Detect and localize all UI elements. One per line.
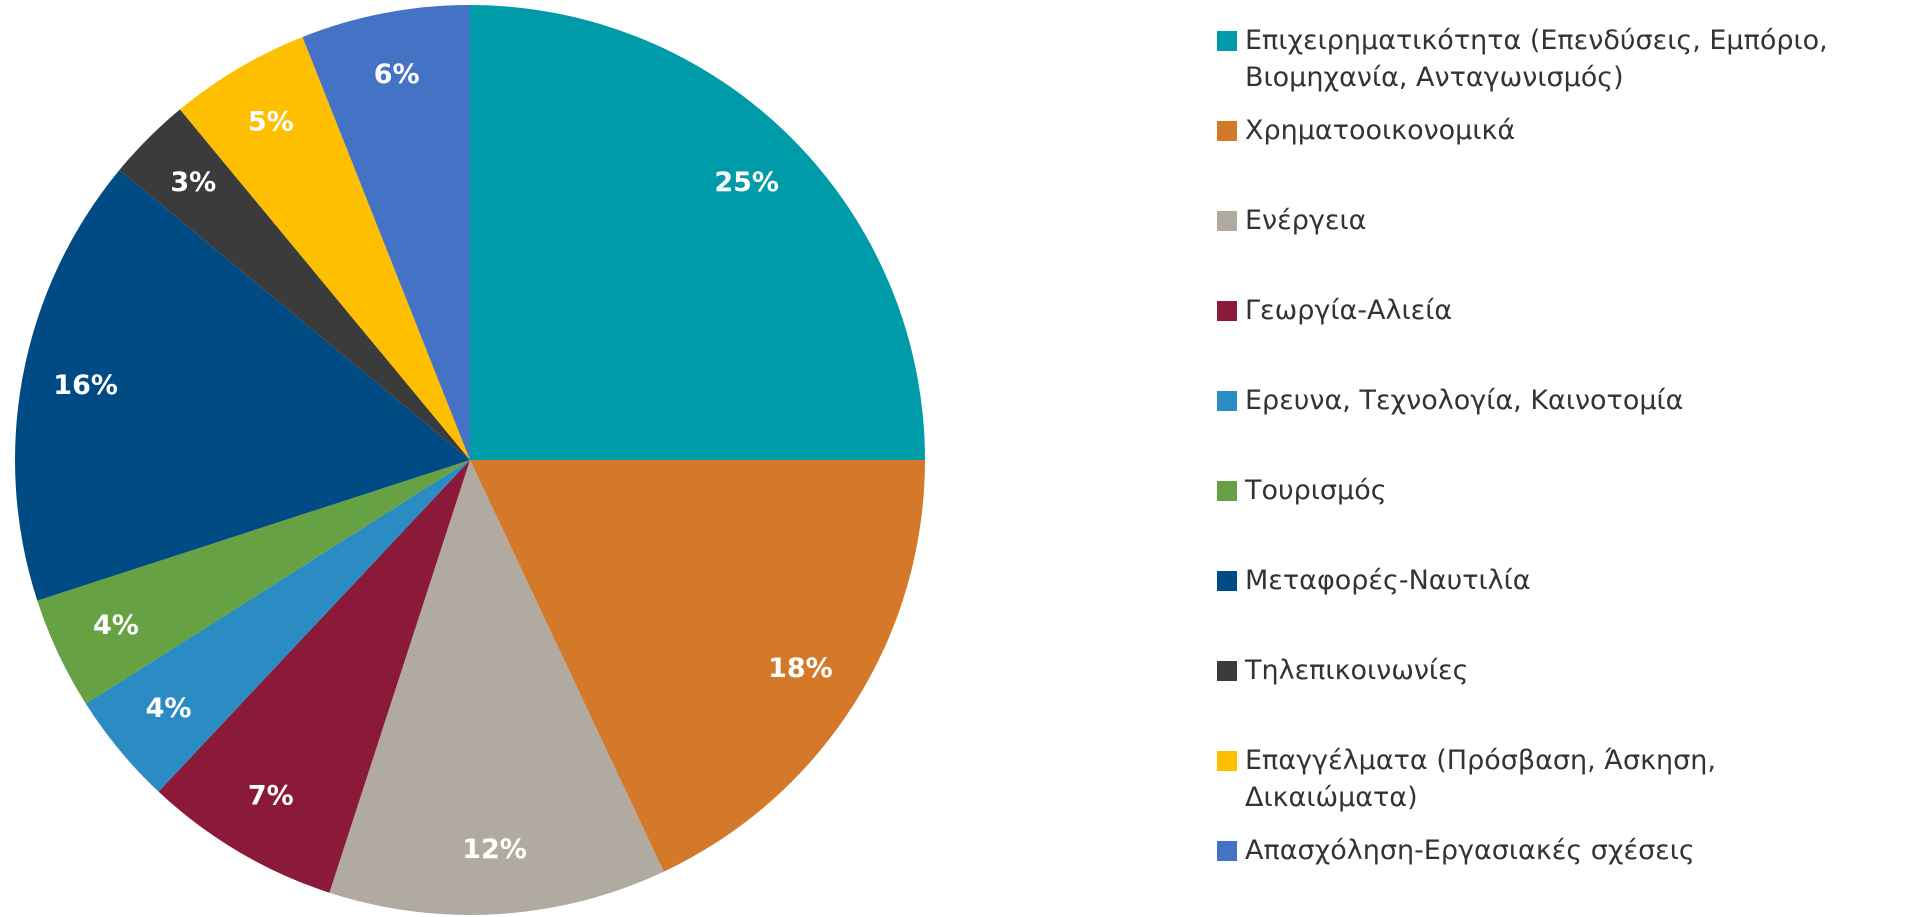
data-label: 16%	[53, 370, 118, 401]
legend-swatch	[1217, 481, 1237, 501]
data-label: 18%	[768, 653, 833, 684]
legend-item: Επιχειρηματικότητα (Επενδύσεις, Εμπόριο,…	[1217, 22, 1897, 96]
pie-slice	[158, 460, 470, 893]
legend-swatch	[1217, 391, 1237, 411]
legend-item: Απασχόληση-Εργασιακές σχέσεις	[1217, 832, 1897, 869]
data-label: 6%	[374, 59, 420, 90]
pie-slice	[179, 36, 470, 461]
legend-label: Επαγγέλματα (Πρόσβαση, Άσκηση, Δικαιώματ…	[1245, 745, 1716, 813]
legend-item: Ερευνα, Τεχνολογία, Καινοτομία	[1217, 382, 1897, 419]
pie-slice	[15, 169, 471, 601]
pie-slice	[470, 5, 925, 460]
data-label: 3%	[170, 167, 216, 198]
pie-slice	[302, 4, 470, 460]
legend-swatch	[1217, 661, 1237, 681]
pie-slice	[329, 460, 664, 915]
legend-swatch	[1217, 751, 1237, 771]
legend-label: Τουρισμός	[1245, 475, 1387, 506]
legend-swatch	[1217, 571, 1237, 591]
pie-slice	[37, 460, 470, 704]
data-label: 12%	[462, 834, 527, 865]
legend-swatch	[1217, 31, 1237, 51]
legend-label: Απασχόληση-Εργασιακές σχέσεις	[1245, 835, 1695, 866]
pie-slice	[119, 109, 470, 460]
data-label: 4%	[146, 693, 192, 724]
legend-item: Τουρισμός	[1217, 472, 1897, 509]
data-label: 5%	[248, 107, 294, 138]
legend-item: Επαγγέλματα (Πρόσβαση, Άσκηση, Δικαιώματ…	[1217, 742, 1897, 816]
legend-item: Ενέργεια	[1217, 202, 1897, 239]
pie-slice	[85, 460, 470, 792]
legend-swatch	[1217, 841, 1237, 861]
legend-label: Ενέργεια	[1245, 205, 1367, 236]
data-label: 4%	[93, 610, 139, 641]
legend-label: Μεταφορές-Ναυτιλία	[1245, 565, 1531, 596]
legend-label: Γεωργία-Αλιεία	[1245, 295, 1453, 326]
legend-item: Χρηματοοικονομικά	[1217, 112, 1897, 149]
data-label: 7%	[248, 780, 294, 811]
legend-item: Μεταφορές-Ναυτιλία	[1217, 562, 1897, 599]
legend-label: Τηλεπικοινωνίες	[1245, 655, 1469, 686]
legend-swatch	[1217, 301, 1237, 321]
pie-slice	[470, 460, 925, 872]
legend-item: Τηλεπικοινωνίες	[1217, 652, 1897, 689]
legend-label: Χρηματοοικονομικά	[1245, 115, 1516, 146]
legend-label: Επιχειρηματικότητα (Επενδύσεις, Εμπόριο,…	[1245, 25, 1828, 93]
legend-swatch	[1217, 121, 1237, 141]
data-label: 25%	[714, 167, 779, 198]
legend-label: Ερευνα, Τεχνολογία, Καινοτομία	[1245, 385, 1684, 416]
legend-item: Γεωργία-Αλιεία	[1217, 292, 1897, 329]
legend-swatch	[1217, 211, 1237, 231]
pie-area: 25% 18% 12% 7% 4% 4% 16% 3% 5% 6%	[15, 4, 925, 915]
